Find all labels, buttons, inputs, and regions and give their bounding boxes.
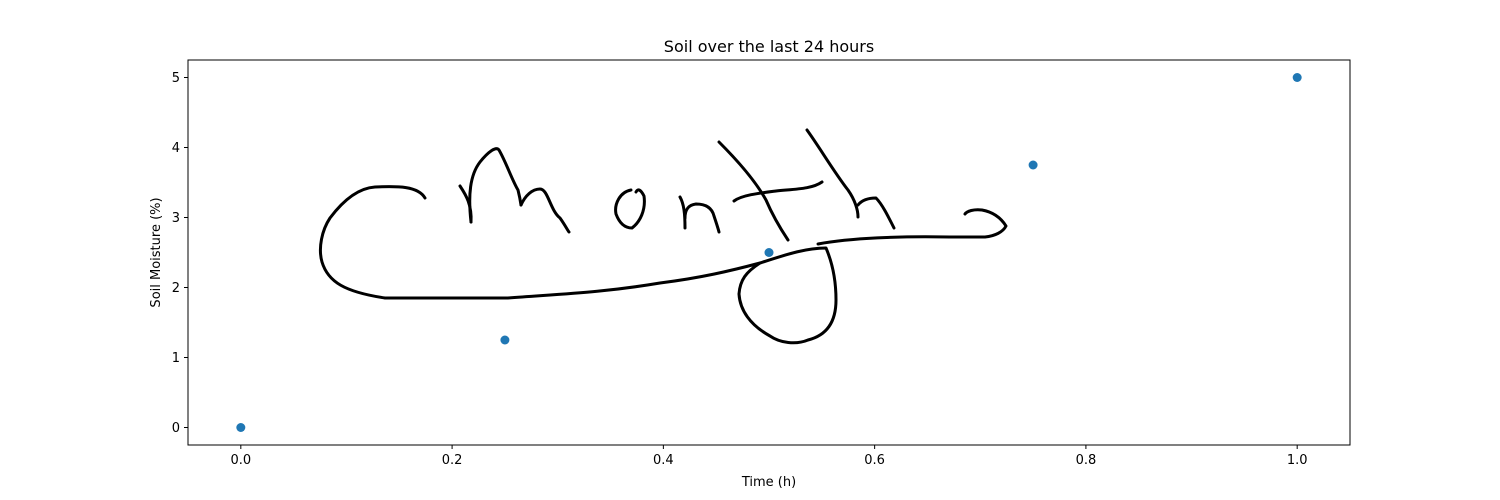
y-tick-label: 0	[172, 421, 180, 436]
x-tick-label: 0.0	[230, 453, 251, 468]
y-tick-label: 1	[172, 351, 180, 366]
data-point	[764, 248, 774, 257]
x-tick-label: 0.2	[442, 453, 463, 468]
x-axis-title: Time (h)	[741, 475, 796, 490]
x-axis-ticks: 0.0 0.2 0.4 0.6 0.8 1.0	[230, 445, 1308, 468]
data-point	[236, 423, 246, 432]
handwritten-signature	[318, 128, 1008, 345]
y-axis-title: Soil Moisture (%)	[149, 197, 164, 307]
data-point	[500, 335, 510, 345]
x-tick-label: 0.6	[864, 453, 885, 468]
x-tick-label: 0.8	[1076, 453, 1097, 468]
y-tick-label: 5	[172, 71, 180, 86]
data-point	[1028, 160, 1038, 170]
plot-frame	[187, 59, 1351, 446]
data-point	[1292, 73, 1302, 82]
chart-title: Soil over the last 24 hours	[664, 37, 874, 56]
x-tick-label: 0.4	[653, 453, 674, 468]
y-axis-ticks: 0 1 2 3 4 5	[172, 71, 188, 436]
data-points	[236, 73, 1302, 432]
x-tick-label: 1.0	[1287, 453, 1308, 468]
y-tick-label: 4	[172, 141, 180, 156]
y-tick-label: 2	[172, 281, 180, 296]
y-tick-label: 3	[172, 211, 180, 226]
